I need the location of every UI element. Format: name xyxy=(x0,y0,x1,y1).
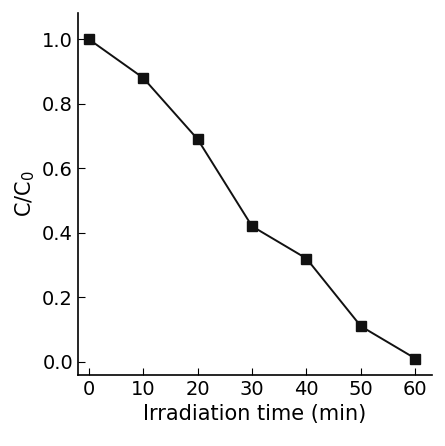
Y-axis label: C/C$_0$: C/C$_0$ xyxy=(13,171,36,217)
X-axis label: Irradiation time (min): Irradiation time (min) xyxy=(143,404,366,424)
